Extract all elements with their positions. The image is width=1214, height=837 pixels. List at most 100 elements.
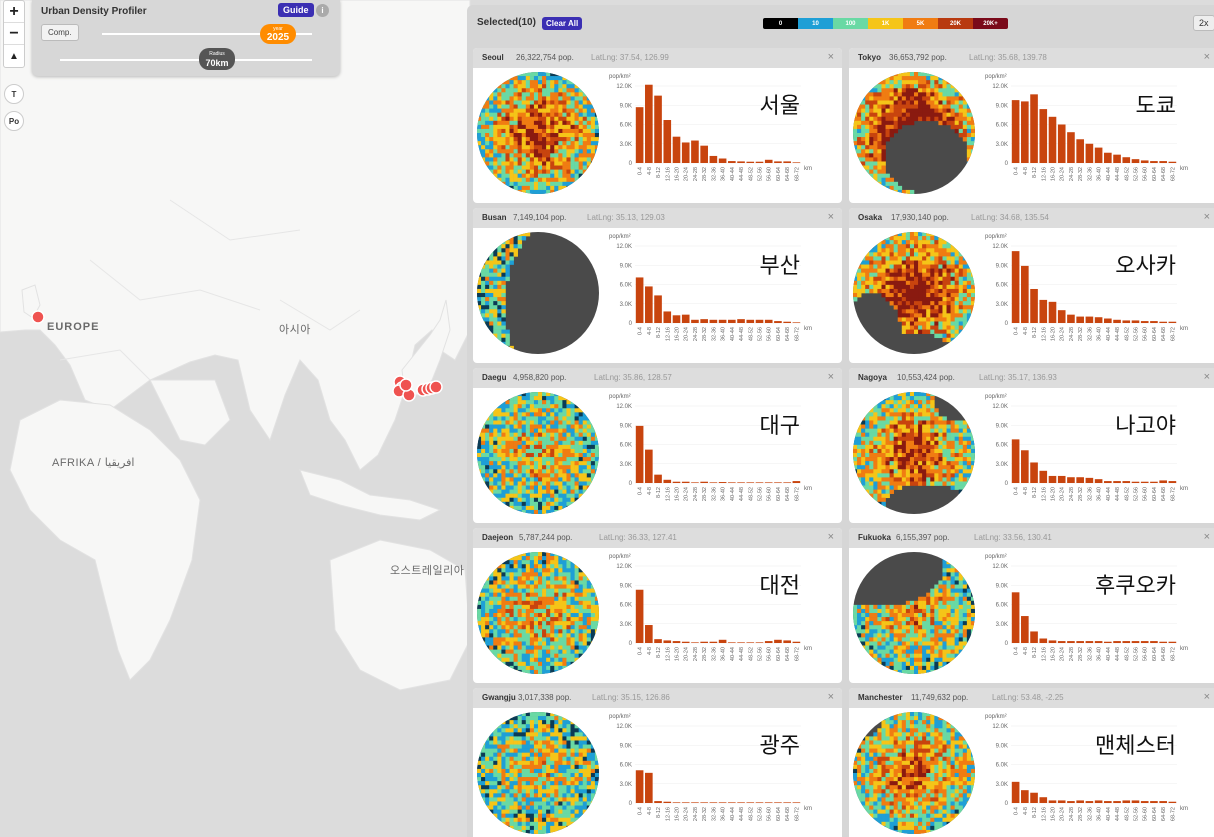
chart-bar [774,161,782,163]
close-icon[interactable]: × [1203,371,1210,383]
chart-ytick: 9.0K [996,583,1008,589]
city-card-fukuoka[interactable]: Fukuoka 6,155,397 pop. LatLng: 33.56, 130.… [849,528,1214,683]
city-card-busan[interactable]: Busan 7,149,104 pop. LatLng: 35.13, 129.03… [473,208,842,363]
chart-ytick: 3.0K [996,622,1008,628]
close-icon[interactable]: × [827,211,834,223]
close-icon[interactable]: × [1203,51,1210,63]
control-panel: Urban Density Profiler Guide i Comp. yea… [32,0,340,76]
chart-ylabel: pop/km² [985,714,1007,720]
chart-xtick: 52-56 [1134,647,1140,661]
info-icon[interactable]: i [316,4,329,17]
chart-xtick: 44-48 [1115,327,1121,341]
north-arrow-icon[interactable]: ▲ [9,50,19,62]
radius-slider-handle[interactable]: Radius 70km [199,48,235,70]
close-icon[interactable]: × [1203,211,1210,223]
chart-xtick: 64-68 [785,807,791,821]
city-card-daegu[interactable]: Daegu 4,958,820 pop. LatLng: 35.86, 128.57… [473,368,842,523]
chart-bar [672,641,681,644]
chart-xtick: 44-48 [739,647,745,661]
close-icon[interactable]: × [1203,531,1210,543]
chart-xtick: 68-72 [1170,487,1176,501]
map-label-asia: 아시아 [279,324,311,336]
chart-xtick: 28-32 [702,487,708,501]
guide-button[interactable]: Guide [278,3,314,17]
city-korean-name: 대구 [759,414,800,439]
clear-all-button[interactable]: Clear All [542,17,583,30]
chart-bar [1039,470,1048,483]
chart-xtick: 36-40 [721,167,727,181]
chart-xtick: 4-8 [1023,327,1029,335]
chart-xtick: 28-32 [702,167,708,181]
chart-xtick: 68-72 [1170,807,1176,821]
chart-bar [764,482,773,483]
chart-bar [1011,251,1020,323]
selection-panel: Selected(10) Clear All 0 10 100 1K 5K 20K 20K+… [467,5,1214,837]
chart-bar [691,482,699,483]
chart-bar [1104,152,1112,163]
zoom-2x-button[interactable]: 2x [1193,15,1214,31]
chart-bar [663,479,672,483]
city-latlng: LatLng: 34.68, 135.54 [971,213,1049,222]
radius-slider-track[interactable] [60,59,312,61]
city-card-manchester[interactable]: Manchester 11,749,632 pop. LatLng: 53.48, … [849,688,1214,837]
city-card-tokyo[interactable]: Tokyo 36,653,792 pop. LatLng: 35.68, 139.7… [849,48,1214,203]
density-map-circle [853,392,975,514]
chart-xtick: 36-40 [1097,647,1103,661]
city-korean-name: 오사카 [1115,254,1176,279]
year-slider-track[interactable] [102,33,312,35]
chart-ytick: 0 [629,321,633,327]
chart-xtick: 28-32 [1078,327,1084,341]
chart-xtick: 8-12 [1032,327,1038,338]
close-icon[interactable]: × [827,371,834,383]
close-icon[interactable]: × [827,531,834,543]
map-t-button[interactable]: T [4,84,24,104]
chart-xtick: 12-16 [1041,807,1047,821]
chart-bar [1159,161,1167,164]
chart-bar [635,589,644,643]
year-key: year [273,26,283,32]
chart-bar [774,321,782,324]
year-slider-handle[interactable]: year 2025 [260,24,296,44]
chart-xtick: 60-64 [776,327,782,341]
chart-xtick: 56-60 [1143,647,1149,661]
city-population: 10,553,424 pop. [897,373,955,382]
legend-item: 100 [833,18,868,29]
chart-bar [1067,477,1075,483]
zoom-in-button[interactable]: + [4,1,24,23]
chart-xtick: 28-32 [702,807,708,821]
map-po-button[interactable]: Po [4,111,24,131]
chart-xtick: 44-48 [1115,167,1121,181]
chart-xtick: 48-52 [748,807,754,821]
chart-ytick: 0 [629,481,633,487]
chart-xtick: 68-72 [794,327,800,341]
compare-button[interactable]: Comp. [41,24,79,41]
chart-bar [1104,641,1112,643]
density-map-circle [853,712,975,834]
city-card-nagoya[interactable]: Nagoya 10,553,424 pop. LatLng: 35.17, 136.… [849,368,1214,523]
city-card-daejeon[interactable]: Daejeon 5,787,244 pop. LatLng: 36.33, 127.… [473,528,842,683]
chart-bar [681,481,690,483]
chart-bar [755,482,764,483]
chart-xtick: 60-64 [1152,807,1158,821]
chart-bar [1085,477,1094,483]
close-icon[interactable]: × [1203,691,1210,703]
chart-xlabel: km [1180,486,1188,492]
city-card-header: Manchester 11,749,632 pop. LatLng: 53.48, … [849,688,1214,708]
zoom-out-button[interactable]: − [4,23,24,45]
density-map-circle [853,72,975,194]
city-card-osaka[interactable]: Osaka 17,930,140 pop. LatLng: 34.68, 135.5… [849,208,1214,363]
chart-xtick: 44-48 [1115,487,1121,501]
chart-bar [654,639,662,643]
city-card-seoul[interactable]: Seoul 26,322,754 pop. LatLng: 37.54, 126.9… [473,48,842,203]
chart-bar [1094,800,1103,803]
chart-xtick: 16-20 [675,647,681,661]
close-icon[interactable]: × [827,51,834,63]
city-card-gwangju[interactable]: Gwangju 3,017,338 pop. LatLng: 35.15, 126.… [473,688,842,837]
density-bar-chart: pop/km² 12.0K 9.0K 6.0K 3.0K 0 0-4 4-8 8-12 12-16… [609,554,812,661]
chart-bar [1113,319,1121,323]
close-icon[interactable]: × [827,691,834,703]
chart-xtick: 8-12 [1032,487,1038,498]
chart-xlabel: km [1180,806,1188,812]
chart-xtick: 36-40 [1097,167,1103,181]
chart-xtick: 20-24 [1060,807,1066,821]
